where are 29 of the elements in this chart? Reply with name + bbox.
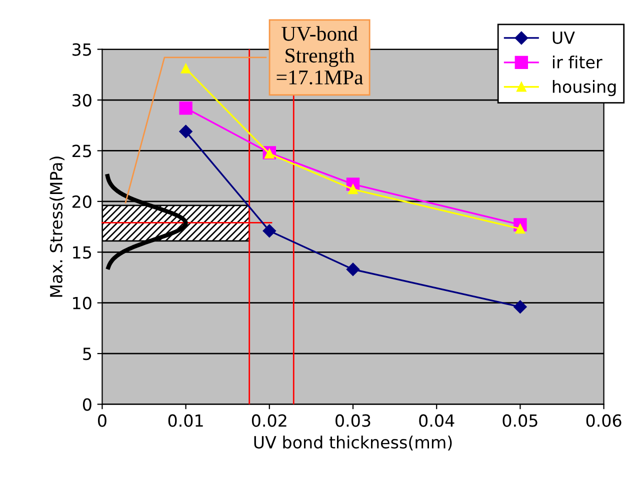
legend-label: housing — [552, 80, 616, 96]
point — [180, 64, 191, 74]
annotation: UV-bond Strength =17.1MPa — [276, 26, 364, 85]
y-tick-label: 35 — [72, 43, 92, 56]
x-tick-label: 0.05 — [502, 414, 538, 427]
y-tick-label: 10 — [73, 296, 92, 310]
y-tick-label: 20 — [72, 195, 92, 208]
x-tick-label: 0 — [98, 414, 106, 427]
x-tick-label: 0.04 — [419, 414, 454, 427]
legend-label: ir fiter — [552, 56, 602, 68]
point — [515, 224, 526, 234]
y-tick-label: 5 — [83, 348, 92, 360]
point — [346, 262, 360, 276]
legend-label: UV — [552, 32, 575, 44]
y-tick-label: 0 — [82, 398, 92, 411]
point — [514, 300, 527, 314]
point — [262, 224, 276, 238]
x-tick-label: 0.03 — [336, 414, 370, 427]
y-tick-label: 15 — [73, 246, 92, 259]
y-tick-label: 25 — [72, 144, 92, 158]
point — [179, 124, 192, 138]
x-axis-title: UV bond thickness(mm) — [254, 436, 452, 451]
point — [264, 148, 274, 159]
y-tick-label: 30 — [72, 94, 92, 107]
point — [179, 102, 192, 115]
x-tick-label: 0.02 — [252, 414, 286, 427]
x-tick-label: 0.01 — [168, 414, 203, 427]
y-axis-title: Max. Stress(MPa) — [50, 156, 64, 297]
x-tick-label: 0.06 — [586, 414, 622, 427]
